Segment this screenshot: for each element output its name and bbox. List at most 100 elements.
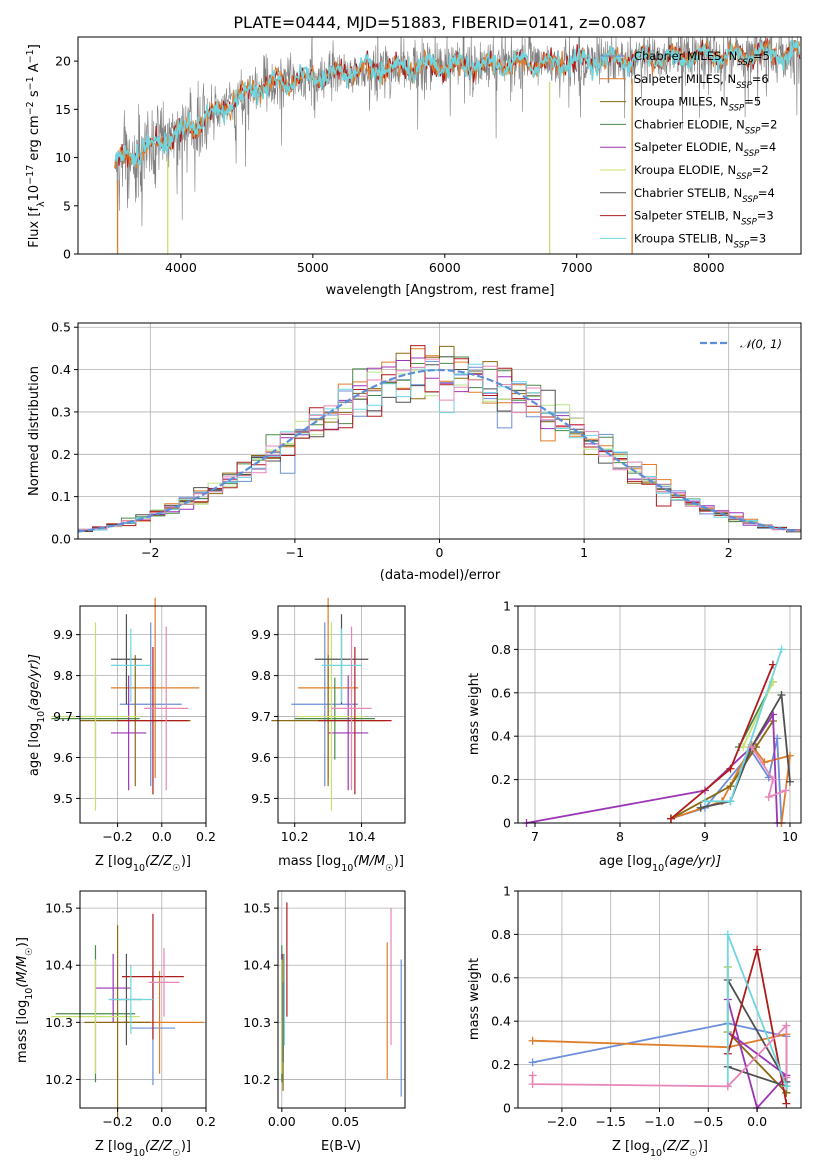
mass-vs-Z-ylabel-part: 10: [24, 988, 35, 1000]
spectrum-xtick-label: 4000: [165, 260, 197, 275]
spectrum-legend-sub: SSP: [737, 58, 753, 68]
weight-vs-Z-series-line: [726, 999, 788, 1110]
weight-vs-Z-xlabel-part: Z [log: [612, 1139, 650, 1154]
weight-vs-age-xtick-label: 9: [701, 829, 709, 844]
mass-vs-ebv-ytick-label: 10.4: [243, 958, 271, 973]
spectrum-legend-name: Salpeter STELIB: [634, 209, 725, 223]
spectrum-xlabel: wavelength [Angstrom, rest frame]: [326, 283, 555, 298]
age-vs-Z-xlabel-part: )]: [181, 854, 191, 869]
weight-vs-age-xlabel-part: (age/yr)]: [664, 854, 721, 869]
spectrum-legend-sub: SSP: [729, 104, 745, 114]
mass-vs-ebv-ytick-label: 10.2: [243, 1072, 271, 1087]
weight-vs-Z-xlabel-part: 10: [650, 1148, 662, 1159]
spectrum-legend-count: =: [758, 186, 768, 200]
weight-vs-Z-xtick-label: −2.0: [547, 1114, 577, 1129]
residuals-ytick-label: 0.0: [51, 532, 71, 547]
age-vs-mass-xlabel-part: ☉: [385, 863, 394, 874]
spectrum-ylabel-part: A: [27, 63, 42, 76]
residuals-ytick-label: 0.5: [51, 320, 71, 335]
spectrum-legend-n: , N: [725, 209, 741, 223]
spectrum-ytick-label: 0: [63, 247, 71, 262]
spectrum-ylabel-part: erg cm: [27, 115, 42, 164]
mass-vs-Z-xtick-label: 0.0: [152, 1114, 172, 1129]
spectrum-legend-sub: SSP: [734, 240, 750, 250]
weight-vs-age-marker: [777, 690, 786, 699]
weight-vs-age-marker: [726, 797, 735, 806]
spectrum-legend-name: Salpeter ELODIE: [634, 140, 728, 154]
residuals-ylabel: Normed distribution: [27, 366, 42, 496]
weight-vs-age-ytick-label: 0.2: [491, 772, 511, 787]
age-vs-Z-xtick-label: −0.2: [102, 829, 132, 844]
spectrum-legend-count: =: [757, 209, 767, 223]
weight-vs-Z-xtick-label: −1.5: [596, 1114, 626, 1129]
spectrum-ylabel-part: s: [27, 90, 42, 101]
age-vs-mass-xlabel: mass [log10(M/M☉)]: [278, 854, 404, 874]
age-vs-Z-xtick-label: 0.2: [196, 829, 216, 844]
spectrum-ytick-label: 10: [55, 150, 71, 165]
weight-vs-age-ytick-label: 0.8: [491, 642, 511, 657]
spectrum-legend-label: Chabrier ELODIE, NSSP=2: [634, 117, 777, 136]
spectrum-legend-label: Chabrier MILES, NSSP=5: [634, 49, 770, 68]
age-vs-Z-xlabel: Z [log10(Z/Z☉)]: [95, 854, 191, 874]
spectrum-model-line: [114, 40, 801, 168]
weight-vs-age-marker: [726, 782, 735, 791]
spectrum-xtick-label: 8000: [693, 260, 725, 275]
age-vs-mass-ytick-label: 9.8: [251, 668, 271, 683]
weight-vs-Z-ylabel: mass weight: [467, 958, 482, 1040]
residuals-ytick-label: 0.3: [51, 404, 71, 419]
mass-vs-Z-ytick-label: 10.3: [45, 1015, 73, 1030]
spectrum-legend-sub: SSP: [744, 149, 760, 159]
spectrum-legend-n: , N: [726, 186, 742, 200]
weight-vs-age-marker: [696, 803, 705, 812]
spectrum-legend-n: , N: [718, 231, 734, 245]
weight-vs-Z-xtick-label: −0.5: [693, 1114, 723, 1129]
age-vs-Z-xlabel-part: ☉: [172, 863, 181, 874]
weight-vs-Z-marker: [528, 1071, 537, 1080]
spectrum-legend-label: Salpeter ELODIE, NSSP=4: [634, 140, 776, 159]
mass-vs-ebv-xtick-label: 0.05: [331, 1114, 359, 1129]
spectrum-ylabel-part: −1: [25, 76, 36, 90]
mass-vs-Z-ylabel-part: )]: [15, 937, 30, 947]
weight-vs-age-xlabel: age [log10(age/yr)]: [599, 854, 721, 874]
weight-vs-age-series-line: [670, 664, 774, 820]
weight-vs-age-marker: [764, 792, 773, 801]
residuals-legend-label: 𝒩(0, 1): [740, 337, 782, 351]
weight-vs-Z-marker: [753, 945, 762, 954]
spectrum-legend-n: , N: [713, 95, 729, 109]
mass-vs-Z-xtick-label: 0.2: [196, 1114, 216, 1129]
spectrum-legend-count: =: [753, 49, 763, 63]
weight-vs-age-marker: [666, 814, 675, 823]
spectrum-ytick-label: 5: [63, 198, 71, 213]
mass-vs-Z-xlabel-part: Z [log: [95, 1139, 133, 1154]
spectrum-legend-n: , N: [720, 72, 736, 86]
spectrum-xtick-label: 7000: [561, 260, 593, 275]
spectrum-legend-sub: SSP: [742, 195, 758, 205]
spectrum-legend-nssp: 2: [770, 117, 777, 131]
weight-vs-age-xtick-label: 7: [531, 829, 539, 844]
mass-vs-Z-xlabel-part: ☉: [172, 1148, 181, 1159]
spectrum-legend-n: , N: [729, 117, 745, 131]
mass-vs-Z-ytick-label: 10.5: [45, 901, 73, 916]
mass-vs-ebv-ytick-label: 10.5: [243, 901, 271, 916]
mass-vs-Z-ylabel-part: ☉: [24, 947, 35, 956]
age-vs-Z-xtick-label: 0.0: [152, 829, 172, 844]
spectrum-ylabel-part: 10: [27, 185, 42, 202]
weight-vs-Z-marker: [782, 1021, 791, 1030]
spectrum-legend-count: =: [752, 163, 762, 177]
spectrum-legend-n: , N: [728, 140, 744, 154]
weight-vs-Z-xlabel-part: (Z/Z: [662, 1139, 690, 1154]
spectrum-legend-n: , N: [720, 163, 736, 177]
residuals-ytick-label: 0.1: [51, 489, 71, 504]
spectrum-legend-label: Salpeter STELIB, NSSP=3: [634, 209, 774, 228]
weight-vs-Z-marker: [723, 1082, 732, 1091]
weight-vs-Z-xlabel-part: )]: [698, 1139, 708, 1154]
weight-vs-age-ytick-label: 0.4: [491, 729, 511, 744]
spectrum-legend-name: Chabrier STELIB: [634, 186, 726, 200]
weight-vs-Z-marker: [528, 1036, 537, 1045]
age-vs-Z-frame: [79, 605, 207, 824]
weight-vs-Z-ytick-label: 0.2: [491, 1057, 511, 1072]
spectrum-observed-line: [114, 37, 800, 227]
mass-vs-Z-ytick-label: 10.4: [45, 958, 73, 973]
spectrum-legend-name: Chabrier ELODIE: [634, 117, 729, 131]
age-vs-Z-ylabel-part: 10: [36, 711, 47, 723]
